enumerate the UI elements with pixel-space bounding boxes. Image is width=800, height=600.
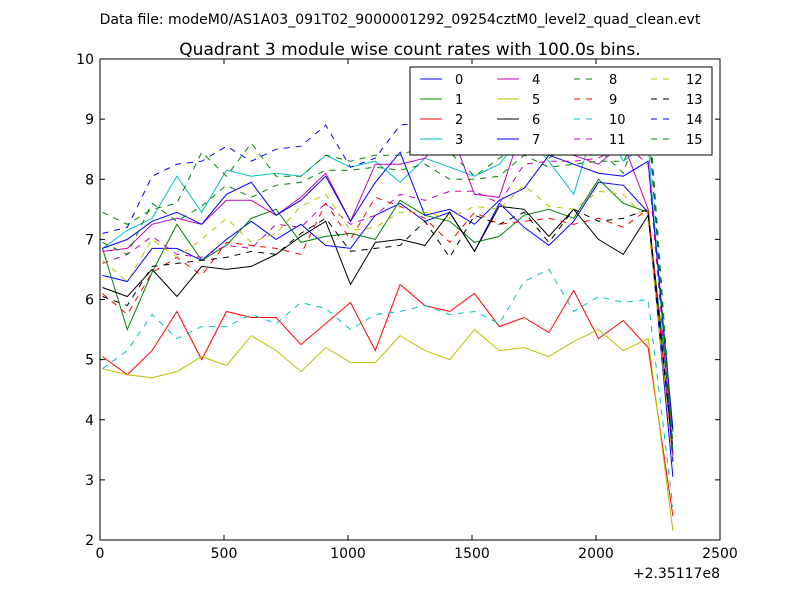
plot-frame: [99, 58, 721, 541]
x-tick-label: 2500: [702, 546, 738, 562]
x-tick-label: 500: [211, 546, 238, 562]
y-tick-label: 3: [85, 473, 94, 489]
legend-label: 13: [686, 93, 703, 108]
series-line-3: [102, 111, 674, 456]
legend-label: 1: [455, 93, 463, 108]
x-axis: 0 500 1000 1500 2000 2500: [96, 59, 738, 562]
series-line-12: [102, 184, 674, 462]
series-line-7: [102, 151, 674, 429]
series-line-4: [102, 121, 674, 456]
x-tick-label: 0: [96, 546, 105, 562]
y-tick-label: 6: [85, 293, 94, 309]
legend-label: 8: [609, 73, 617, 88]
series-line-11: [102, 142, 674, 450]
y-tick-label: 4: [85, 413, 94, 429]
legend-label: 5: [532, 93, 540, 108]
legend-label: 10: [609, 113, 626, 128]
legend-label: 6: [532, 113, 540, 128]
y-tick-label: 7: [85, 232, 94, 248]
legend-label: 7: [532, 133, 540, 148]
chart-title: Quadrant 3 module wise count rates with …: [179, 40, 640, 60]
legend-label: 9: [609, 93, 617, 108]
series-line-9: [102, 196, 674, 459]
legend-label: 4: [532, 73, 540, 88]
y-tick-label: 9: [85, 112, 94, 128]
legend-label: 3: [455, 133, 463, 148]
legend-label: 15: [686, 133, 703, 148]
y-tick-label: 5: [85, 353, 94, 369]
y-tick-label: 8: [85, 172, 94, 188]
legend-label: 12: [686, 73, 703, 88]
legend-label: 0: [455, 73, 463, 88]
series-line-6: [102, 205, 674, 453]
series-line-8: [102, 97, 674, 444]
y-tick-label: 10: [76, 52, 94, 68]
legend-label: 11: [609, 133, 626, 148]
series-line-13: [102, 208, 674, 450]
series-line-15: [102, 117, 674, 453]
legend-label: 2: [455, 113, 463, 128]
series-line-5: [102, 328, 674, 532]
x-tick-label: 1500: [454, 546, 490, 562]
x-axis-offset: +2.35117e8: [633, 566, 720, 582]
series-line-2: [102, 283, 674, 517]
x-tick-label: 1000: [330, 546, 366, 562]
chart-suptitle: Data file: modeM0/AS1A03_091T02_90000012…: [100, 12, 701, 28]
y-tick-label: 2: [85, 533, 94, 549]
x-tick-label: 2000: [578, 546, 614, 562]
legend-label: 14: [686, 113, 703, 128]
legend-box: [409, 66, 713, 156]
